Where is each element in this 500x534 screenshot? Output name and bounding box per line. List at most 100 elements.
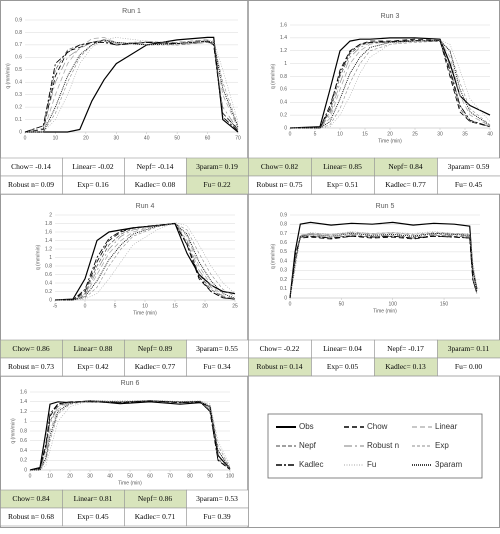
x-tick-label: 30 (114, 135, 120, 141)
y-tick-label: 0.7 (280, 231, 287, 237)
cell-text: Exp= 0.42 (77, 362, 109, 371)
cell-text: Kadlec= 0.08 (135, 180, 176, 189)
y-tick-label: 1.4 (280, 35, 287, 41)
series-line (290, 40, 491, 129)
legend-label: Fu (367, 460, 376, 469)
chart-title: Run 3 (381, 13, 400, 20)
x-tick-label: 0 (84, 303, 87, 309)
cell-text: Exp= 0.16 (77, 180, 109, 189)
cell-text: Exp= 0.45 (77, 512, 109, 521)
series-line (24, 40, 239, 133)
cell-text: Chow= -0.22 (260, 344, 300, 353)
legend-box (267, 413, 483, 479)
x-tick-label: -5 (53, 303, 58, 309)
cell-text: Robust n= 0.09 (8, 180, 54, 189)
series-line (25, 37, 239, 133)
cell-text: Fu= 0.39 (203, 512, 230, 521)
legend-label: 3param (435, 460, 462, 469)
y-tick-label: 1.6 (280, 22, 287, 28)
x-tick-label: 0 (289, 131, 292, 137)
x-tick-label: 100 (226, 473, 235, 479)
y-tick-label: 1 (24, 419, 27, 425)
series-line (289, 37, 491, 129)
x-tick-label: 40 (107, 473, 113, 479)
legend-label: Robust n (367, 441, 399, 450)
cell-text: Nepf= 0.89 (138, 344, 172, 353)
cell-text: 3param= 0.55 (196, 344, 238, 353)
x-tick-label: 25 (412, 131, 418, 137)
cell-text: Chow= 0.82 (261, 162, 298, 171)
x-tick-label: 60 (205, 135, 211, 141)
y-tick-label: 1 (49, 255, 52, 261)
series-line (55, 223, 236, 301)
cell-text: Nepf= -0.14 (137, 162, 174, 171)
cell-text: 3param= 0.59 (448, 162, 490, 171)
legend-label: Chow (367, 422, 388, 431)
cell-text: Kadlec= 0.13 (385, 362, 426, 371)
x-axis-label: Time (min) (118, 480, 142, 486)
x-tick-label: 20 (387, 131, 393, 137)
y-tick-label: 0.4 (45, 280, 52, 286)
series-line (289, 235, 478, 299)
y-tick-label: 0 (24, 467, 27, 473)
x-tick-label: 60 (147, 473, 153, 479)
cell-text: 3param= 0.11 (448, 344, 490, 353)
y-axis-label: q (mm/min) (35, 245, 41, 271)
y-tick-label: 0.7 (15, 42, 22, 48)
x-tick-label: 10 (53, 135, 59, 141)
chart-title: Run 5 (376, 203, 395, 210)
series-line (29, 400, 231, 471)
cell-text: Chow= 0.84 (12, 494, 49, 503)
series-line (290, 40, 491, 129)
y-tick-label: 1.2 (20, 409, 27, 415)
series-line (55, 222, 236, 301)
series-line (290, 38, 491, 129)
x-tick-label: 0 (289, 301, 292, 307)
series-line (55, 223, 236, 301)
cell-text: Kadlec= 0.77 (135, 362, 176, 371)
series-line (290, 40, 491, 129)
x-tick-label: 10 (142, 303, 148, 309)
y-tick-label: 0 (19, 129, 22, 135)
y-tick-label: 0.8 (280, 74, 287, 80)
x-tick-label: 40 (487, 131, 493, 137)
x-tick-label: 20 (67, 473, 73, 479)
x-tick-label: 0 (24, 135, 27, 141)
x-tick-label: 20 (202, 303, 208, 309)
x-tick-label: 100 (389, 301, 398, 307)
cell-text: Robust n= 0.68 (8, 512, 54, 521)
y-tick-label: 1.2 (280, 48, 287, 54)
x-tick-label: 30 (87, 473, 93, 479)
cell-text: Chow= -0.14 (11, 162, 51, 171)
x-tick-label: 70 (235, 135, 241, 141)
cell-text: Robust n= 0.73 (8, 362, 54, 371)
y-tick-label: 0.4 (15, 80, 22, 86)
series-line (55, 223, 236, 301)
legend-label: Obs (299, 422, 314, 431)
cell-text: Fu= 0.00 (455, 362, 482, 371)
y-tick-label: 0 (284, 125, 287, 131)
y-axis-label: q (mm/min) (5, 63, 11, 89)
x-tick-label: 0 (29, 473, 32, 479)
series-line (29, 400, 231, 471)
cell-text: Nepf= -0.17 (387, 344, 424, 353)
y-tick-label: 0.8 (45, 263, 52, 269)
x-tick-label: 15 (362, 131, 368, 137)
y-tick-label: 0.3 (280, 268, 287, 274)
y-tick-label: 0.2 (45, 289, 52, 295)
series-line (30, 400, 231, 471)
y-tick-label: 0.2 (20, 458, 27, 464)
y-tick-label: 0 (49, 297, 52, 303)
y-tick-label: 0.6 (20, 438, 27, 444)
cell-text: Fu= 0.34 (203, 362, 230, 371)
series-line (25, 37, 239, 133)
cell-text: Exp= 0.05 (327, 362, 359, 371)
y-tick-label: 0.9 (280, 212, 287, 218)
cell-text: Linear= 0.88 (74, 344, 113, 353)
y-tick-label: 0.1 (280, 286, 287, 292)
legend-label: Nepf (299, 441, 317, 450)
y-tick-label: 0.2 (280, 112, 287, 118)
cell-text: Fu= 0.45 (455, 180, 482, 189)
y-axis-label: q (mm/min) (270, 244, 276, 270)
